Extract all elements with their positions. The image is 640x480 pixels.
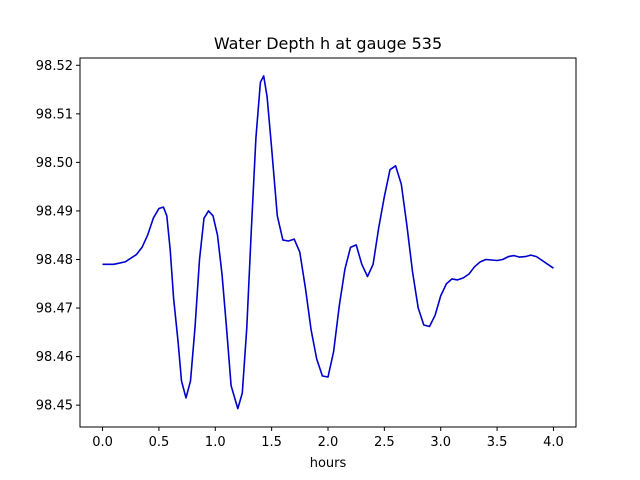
x-axis: 0.0 0.5 1.0 1.5 2.0 2.5 3.0 3.5 4.0	[92, 427, 564, 450]
x-tick-label: 0.5	[149, 435, 170, 450]
x-tick-label: 3.0	[430, 435, 451, 450]
y-tick-label: 98.50	[36, 156, 73, 171]
y-tick-label: 98.47	[36, 302, 73, 317]
x-tick-label: 3.5	[487, 435, 508, 450]
y-axis: 98.45 98.46 98.47 98.48 98.49 98.50 98.51 98.52	[36, 59, 80, 414]
series-line-0	[102, 75, 554, 410]
plot-area	[102, 75, 554, 410]
x-tick-label: 2.0	[318, 435, 339, 450]
plot-frame	[79, 57, 577, 428]
x-tick-label: 0.0	[92, 435, 113, 450]
x-tick-label: 2.5	[374, 435, 395, 450]
y-tick-label: 98.49	[36, 204, 73, 219]
y-tick-label: 98.51	[36, 107, 73, 122]
y-tick-label: 98.46	[36, 350, 73, 365]
y-tick-label: 98.52	[36, 59, 73, 74]
y-tick-label: 98.48	[36, 253, 73, 268]
x-tick-label: 1.5	[261, 435, 282, 450]
y-tick-label: 98.45	[36, 399, 73, 414]
x-tick-label: 4.0	[543, 435, 564, 450]
chart-title: Water Depth h at gauge 535	[214, 34, 442, 53]
x-axis-label: hours	[310, 456, 347, 471]
x-tick-label: 1.0	[205, 435, 226, 450]
